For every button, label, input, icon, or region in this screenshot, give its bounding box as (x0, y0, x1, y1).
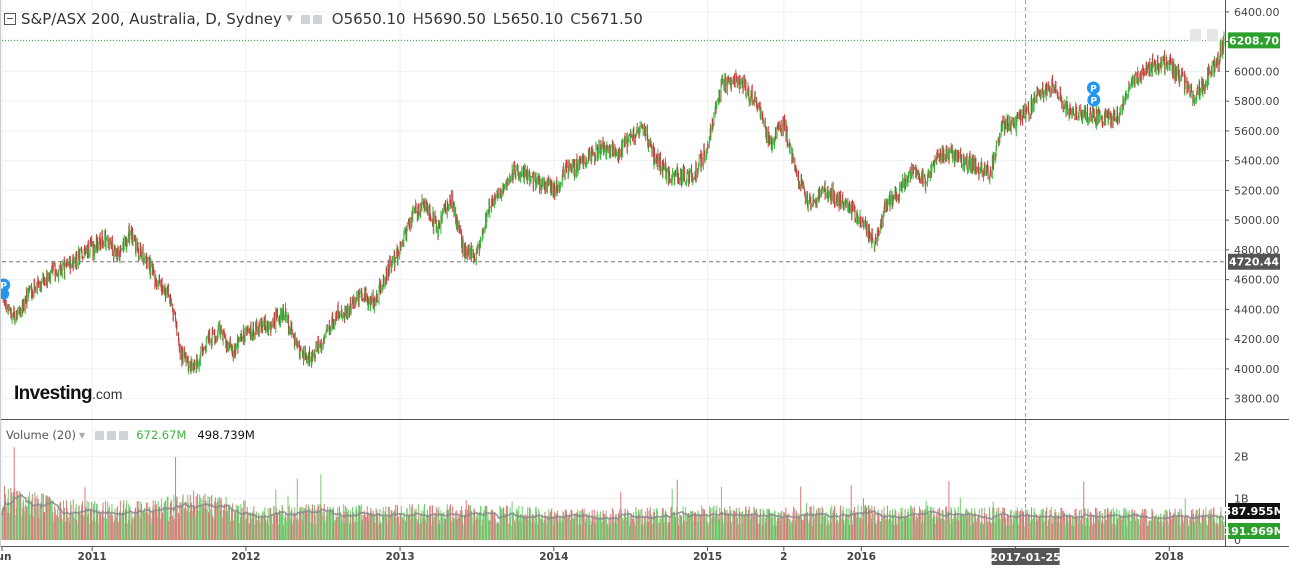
time-tick-label: 2016 (847, 551, 876, 563)
last-price-badge-bg (1228, 32, 1280, 49)
volume-value-badge-bg (1228, 503, 1280, 519)
high-label: H (412, 10, 424, 28)
price-tick-label: 5400.00 (1234, 155, 1280, 168)
crosshair-date-bg (991, 548, 1060, 565)
volume-ma-value: 498.739M (197, 428, 255, 442)
volume-tick-label: 0 (1234, 534, 1241, 547)
price-tick-label: 4200.00 (1234, 333, 1280, 346)
crosshair-price-badge: 4720.44 (1229, 256, 1279, 269)
high-value: 5690.50 (423, 10, 486, 28)
price-candles (1, 31, 1225, 375)
event-marker-label: P (0, 282, 7, 292)
open-value: 5650.10 (343, 10, 406, 28)
event-marker-label: P (1090, 85, 1097, 95)
volume-moving-average (1, 493, 1225, 520)
crosshair-date-label: 2017-01-25 (990, 551, 1060, 564)
gear-icon[interactable] (107, 430, 117, 440)
price-tick-label: 4400.00 (1234, 303, 1280, 316)
volume-title[interactable]: Volume (20) (6, 428, 77, 442)
volume-value: 672.67M (136, 428, 187, 442)
price-tick-label: 5200.00 (1234, 184, 1280, 197)
logo-domain: .com (92, 386, 123, 402)
time-tick-label: 2015 (693, 551, 722, 563)
volume-tick-label: 2B (1234, 451, 1249, 464)
chart-overlays: PPP (0, 0, 1224, 540)
fullscreen-icon[interactable] (1207, 29, 1218, 41)
volume-ma-badge: 191.969M (1223, 525, 1284, 538)
volume-header: Volume (20) ▼ 672.67M 498.739M (6, 427, 255, 443)
close-value: 5671.50 (580, 10, 643, 28)
crosshair-price-badge-bg (1228, 253, 1280, 270)
volume-value-badge: 587.955M (1223, 505, 1284, 518)
close-icon[interactable] (119, 430, 129, 440)
price-tick-label: 3800.00 (1234, 393, 1280, 406)
chevron-down-icon[interactable]: ▼ (285, 14, 293, 24)
gridlines (1, 0, 1224, 541)
symbol-title[interactable]: S&P/ASX 200, Australia, D, Sydney (21, 10, 282, 28)
event-marker-icon (0, 278, 11, 292)
event-marker-icon (0, 288, 10, 300)
price-tick-label: 4000.00 (1234, 363, 1280, 376)
event-marker-icon (1086, 81, 1100, 95)
time-tick-label: 2013 (385, 551, 414, 563)
eye-icon[interactable] (300, 14, 310, 24)
last-price-badge: 6208.70 (1229, 34, 1279, 47)
eye-icon[interactable] (95, 430, 105, 440)
volume-ma-badge-bg (1228, 523, 1280, 539)
investing-logo: Investing.com (14, 383, 122, 405)
volume-bars (1, 447, 1225, 540)
event-marker-icon (1087, 93, 1101, 107)
time-tick-label: 2 (780, 551, 787, 563)
logo-name: Investing (14, 383, 93, 404)
price-tick-label: 6000.00 (1234, 65, 1280, 78)
price-tick-label: 5800.00 (1234, 95, 1280, 108)
gear-icon[interactable] (312, 14, 322, 24)
volume-tick-label: 1B (1234, 492, 1249, 505)
time-tick-label: 2011 (78, 551, 107, 563)
symbol-header: S&P/ASX 200, Australia, D, Sydney ▼ O 565… (4, 8, 643, 30)
collapse-icon[interactable] (4, 13, 16, 25)
event-marker-label: P (1091, 97, 1098, 107)
time-tick-label: Jun (0, 551, 11, 563)
open-label: O (331, 10, 344, 28)
price-tick-label: 4800.00 (1234, 244, 1280, 257)
price-tick-label: 6400.00 (1234, 6, 1280, 19)
time-tick-label: 2014 (539, 551, 568, 563)
pin-icon[interactable] (1190, 29, 1201, 41)
time-tick-label: 2012 (231, 551, 260, 563)
price-tick-label: 4600.00 (1234, 274, 1280, 287)
low-label: L (492, 10, 502, 28)
price-tick-label: 5000.00 (1234, 214, 1280, 227)
time-tick-label: 2018 (1155, 551, 1184, 563)
low-value: 5650.10 (501, 10, 564, 28)
chevron-down-icon[interactable]: ▼ (79, 430, 86, 440)
price-tick-label: 5600.00 (1234, 125, 1280, 138)
close-label: C (570, 10, 581, 28)
